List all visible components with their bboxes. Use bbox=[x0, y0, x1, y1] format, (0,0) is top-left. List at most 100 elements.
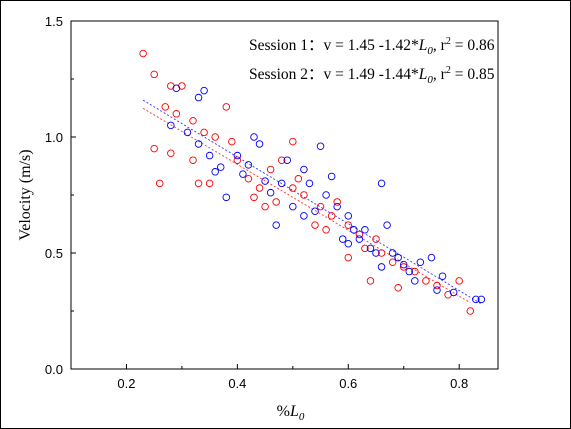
y-tick-label: 1.5 bbox=[45, 14, 63, 29]
fit-lines bbox=[142, 99, 482, 305]
data-point-series-2 bbox=[183, 128, 192, 137]
data-point-series-2 bbox=[477, 295, 486, 304]
data-point-series-2 bbox=[277, 179, 286, 188]
data-point-series-1 bbox=[344, 253, 353, 262]
data-point-series-2 bbox=[372, 249, 380, 257]
data-point-series-2 bbox=[222, 193, 231, 202]
data-point-series-2 bbox=[316, 142, 325, 151]
data-point-series-1 bbox=[155, 179, 164, 188]
data-point-series-2 bbox=[377, 179, 386, 188]
data-point-series-2 bbox=[255, 140, 264, 148]
data-point-series-1 bbox=[172, 110, 181, 118]
y-tick-label: 0.5 bbox=[45, 246, 63, 261]
data-point-series-2 bbox=[449, 288, 458, 297]
data-point-series-2 bbox=[355, 235, 364, 243]
data-point-series-2 bbox=[338, 235, 347, 243]
data-point-series-1 bbox=[411, 267, 419, 276]
data-point-series-2 bbox=[388, 249, 397, 257]
data-point-series-1 bbox=[211, 133, 219, 141]
data-point-series-2 bbox=[411, 277, 419, 285]
data-point-series-1 bbox=[167, 149, 175, 157]
data-point-series-2 bbox=[361, 226, 369, 234]
data-point-series-1 bbox=[139, 49, 147, 58]
data-point-series-1 bbox=[377, 249, 386, 257]
data-point-series-2 bbox=[266, 188, 275, 197]
data-point-series-1 bbox=[261, 202, 269, 211]
data-point-series-2 bbox=[405, 267, 414, 276]
data-point-series-1 bbox=[394, 284, 402, 292]
data-point-series-1 bbox=[189, 156, 197, 164]
data-point-series-2 bbox=[216, 163, 225, 171]
data-point-series-1 bbox=[228, 137, 236, 146]
data-point-series-2 bbox=[344, 212, 353, 220]
data-point-series-1 bbox=[388, 258, 397, 267]
data-point-series-2 bbox=[311, 207, 319, 215]
data-point-series-1 bbox=[161, 103, 170, 111]
data-point-series-2 bbox=[427, 253, 436, 262]
data-point-series-1 bbox=[294, 175, 303, 183]
data-points bbox=[139, 49, 486, 315]
data-point-series-1 bbox=[150, 70, 158, 79]
data-point-series-1 bbox=[289, 184, 297, 192]
data-point-series-2 bbox=[300, 212, 308, 220]
data-point-series-1 bbox=[194, 179, 203, 188]
data-point-series-1 bbox=[366, 277, 375, 285]
fit-line-series-1 bbox=[142, 107, 471, 304]
data-point-series-1 bbox=[316, 202, 325, 211]
data-point-series-2 bbox=[194, 93, 203, 102]
data-point-series-1 bbox=[300, 191, 308, 199]
data-point-series-1 bbox=[311, 221, 319, 229]
data-point-series-1 bbox=[272, 198, 280, 206]
data-point-series-2 bbox=[472, 295, 480, 304]
data-point-series-1 bbox=[466, 307, 475, 315]
data-point-series-2 bbox=[394, 253, 402, 262]
data-point-series-1 bbox=[361, 244, 369, 253]
data-point-series-1 bbox=[322, 226, 330, 234]
data-point-series-2 bbox=[327, 172, 336, 181]
data-point-series-2 bbox=[205, 151, 214, 160]
data-point-series-2 bbox=[244, 161, 253, 169]
data-point-series-2 bbox=[305, 179, 314, 188]
data-point-series-1 bbox=[355, 230, 364, 239]
data-point-series-1 bbox=[222, 103, 231, 111]
data-point-series-2 bbox=[261, 177, 269, 185]
data-point-series-2 bbox=[344, 239, 353, 248]
data-point-series-2 bbox=[200, 86, 208, 95]
data-point-series-2 bbox=[239, 170, 247, 178]
fit-equation-1: Session 1：v = 1.45 -1.42*L0, r2 = 0.86 bbox=[249, 36, 495, 57]
x-tick-label: 0.2 bbox=[117, 376, 135, 391]
data-point-series-2 bbox=[250, 133, 258, 141]
data-point-series-2 bbox=[194, 140, 203, 148]
x-tick-label: 0.4 bbox=[228, 376, 246, 391]
data-point-series-1 bbox=[433, 281, 441, 290]
data-point-series-2 bbox=[283, 156, 292, 164]
data-point-series-1 bbox=[455, 277, 463, 285]
axes bbox=[70, 20, 499, 370]
data-point-series-2 bbox=[322, 191, 330, 199]
data-point-series-2 bbox=[366, 244, 375, 253]
data-point-series-1 bbox=[255, 184, 264, 192]
data-point-series-2 bbox=[167, 121, 175, 130]
fit-equation-2: Session 2：v = 1.49 -1.44*L0, r2 = 0.85 bbox=[249, 65, 495, 86]
x-axis-title: %L0 bbox=[277, 403, 305, 423]
data-point-series-2 bbox=[333, 202, 341, 211]
data-point-series-1 bbox=[205, 179, 214, 188]
data-point-series-1 bbox=[150, 144, 158, 153]
data-point-series-1 bbox=[422, 277, 430, 285]
data-point-series-2 bbox=[289, 202, 297, 211]
y-tick-label: 1.0 bbox=[45, 130, 63, 145]
data-point-series-1 bbox=[344, 221, 353, 229]
data-point-series-2 bbox=[211, 168, 219, 176]
data-point-series-1 bbox=[333, 198, 341, 206]
data-point-series-2 bbox=[416, 258, 425, 267]
x-tick-label: 0.8 bbox=[450, 376, 468, 391]
data-point-series-1 bbox=[250, 193, 258, 202]
data-point-series-1 bbox=[289, 137, 297, 146]
data-point-series-2 bbox=[377, 263, 386, 271]
data-point-series-1 bbox=[327, 212, 336, 220]
data-point-series-1 bbox=[189, 117, 197, 125]
data-point-series-1 bbox=[372, 235, 380, 243]
data-point-series-2 bbox=[433, 286, 441, 294]
